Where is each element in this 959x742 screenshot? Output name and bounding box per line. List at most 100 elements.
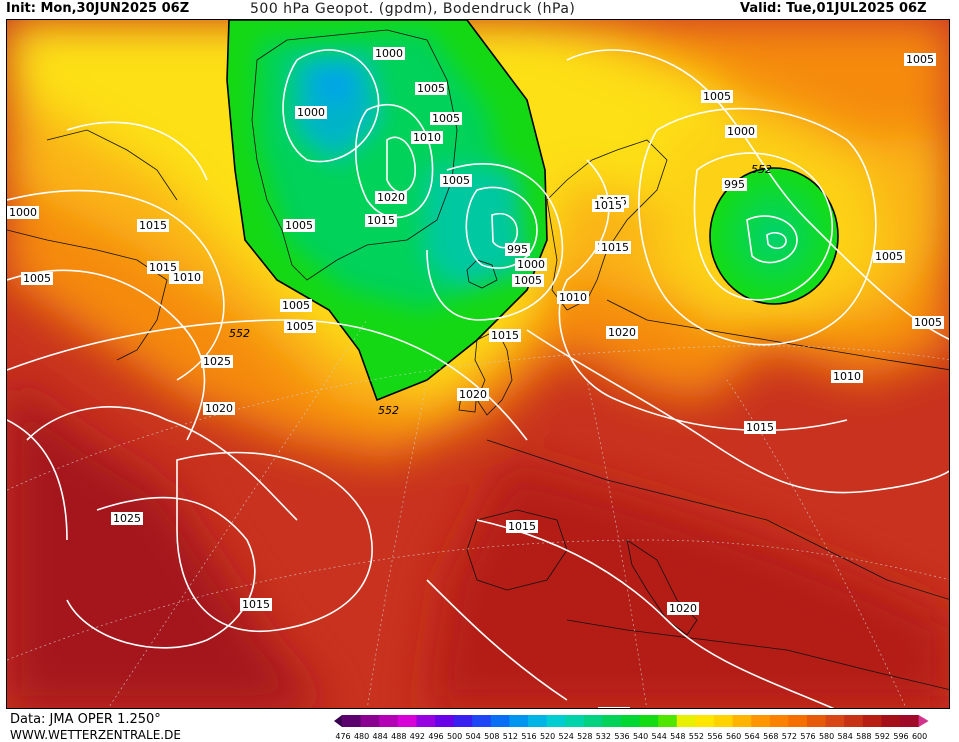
svg-text:1015: 1015 (139, 219, 167, 232)
legend-tick-label: 512 (503, 732, 518, 740)
legend-swatch (602, 715, 622, 727)
isobar-label: 1020 (375, 191, 407, 204)
svg-text:1015: 1015 (242, 598, 270, 611)
svg-text:1015: 1015 (491, 329, 519, 342)
svg-text:1015: 1015 (601, 241, 629, 254)
svg-text:1015: 1015 (594, 199, 622, 212)
svg-text:1005: 1005 (417, 82, 445, 95)
legend-tick-label: 536 (614, 732, 629, 740)
isobar-label: 1015 (240, 598, 272, 611)
svg-text:1000: 1000 (517, 258, 545, 271)
isobar-label: 1000 (7, 206, 39, 219)
svg-text:1005: 1005 (514, 274, 542, 287)
svg-text:1000: 1000 (375, 47, 403, 60)
legend-swatch (676, 715, 696, 727)
legend-tick-label: 596 (893, 732, 908, 740)
isobar-label: 1010 (831, 370, 863, 383)
legend-tick-label: 568 (763, 732, 778, 740)
init-time-label: Init: Mon,30JUN2025 06Z (6, 1, 190, 16)
isobar-label: 1005 (912, 316, 944, 329)
legend-arrow-left (334, 715, 342, 727)
svg-text:552: 552 (751, 163, 772, 176)
legend-tick-labels: 476 480 484 488 492 496 500 504 508 512 516 520 524 5… (335, 732, 927, 740)
legend-tick-label: 580 (819, 732, 834, 740)
isobar-label: 1020 (606, 326, 638, 339)
isobar-label: 1025 (111, 512, 143, 525)
isobar-label: 1005 (701, 90, 733, 103)
isobar-label: 1015 (365, 214, 397, 227)
legend-tick-label: 588 (856, 732, 871, 740)
legend-tick-label: 552 (689, 732, 704, 740)
svg-text:1000: 1000 (9, 206, 37, 219)
isobar-label: 1015 (147, 261, 179, 274)
legend-swatch (825, 715, 845, 727)
valid-time-label: Valid: Tue,01JUL2025 06Z (740, 1, 927, 16)
svg-text:1015: 1015 (149, 261, 177, 274)
legend-tick-label: 528 (577, 732, 592, 740)
svg-text:1020: 1020 (377, 191, 405, 204)
svg-text:995: 995 (507, 243, 528, 256)
isobar-label: 1015 (506, 520, 538, 533)
legend-swatch (844, 715, 864, 727)
legend-tick-label: 548 (670, 732, 685, 740)
legend-tick-label: 484 (373, 732, 388, 740)
isobar-label: 995 (505, 243, 530, 256)
legend-swatch (583, 715, 603, 727)
legend-swatch (695, 715, 715, 727)
svg-text:1005: 1005 (285, 219, 313, 232)
legend-tick-label: 600 (912, 732, 927, 740)
svg-text:1020: 1020 (459, 388, 487, 401)
legend-swatch (769, 715, 789, 727)
isobar-label: 1020 (203, 402, 235, 415)
legend-tick-label: 564 (745, 732, 760, 740)
legend-swatch (453, 715, 473, 727)
isobar-label: 1015 (592, 199, 624, 212)
svg-text:1015: 1015 (367, 214, 395, 227)
legend-tick-label: 488 (391, 732, 406, 740)
weather-map: 1000 1005 1000 1005 1010 1005 1020 1015 1005 995 1… (6, 19, 950, 709)
svg-text:1010: 1010 (413, 131, 441, 144)
svg-text:1010: 1010 (173, 271, 201, 284)
legend-tick-label: 496 (428, 732, 443, 740)
legend-tick-label: 520 (540, 732, 555, 740)
svg-text:552: 552 (378, 404, 399, 417)
legend-swatch (397, 715, 417, 727)
svg-text:1000: 1000 (727, 125, 755, 138)
legend-tick-label: 480 (354, 732, 369, 740)
svg-text:1010: 1010 (600, 707, 628, 709)
isobar-label: 1005 (21, 272, 53, 285)
legend-swatch (472, 715, 492, 727)
legend-tick-label: 540 (633, 732, 648, 740)
legend-swatch (528, 715, 548, 727)
legend-swatch (788, 715, 808, 727)
legend-swatch (379, 715, 399, 727)
isobar-label: 1005 (283, 219, 315, 232)
svg-text:1010: 1010 (833, 370, 861, 383)
legend-swatch (490, 715, 510, 727)
legend-swatch (435, 715, 455, 727)
data-source-label: Data: JMA OPER 1.250° (10, 712, 161, 727)
legend-tick-label: 476 (335, 732, 350, 740)
isobar-label: 1005 (284, 320, 316, 333)
svg-text:1000: 1000 (297, 106, 325, 119)
legend-tick-label: 504 (466, 732, 481, 740)
isobar-label: 1005 (280, 299, 312, 312)
map-svg: 1000 1005 1000 1005 1010 1005 1020 1015 1005 995 1… (7, 20, 949, 709)
svg-text:1020: 1020 (669, 602, 697, 615)
legend-swatch (807, 715, 827, 727)
isobar-label: 1005 (512, 274, 544, 287)
svg-text:1005: 1005 (432, 112, 460, 125)
svg-text:1010: 1010 (559, 291, 587, 304)
svg-text:1015: 1015 (508, 520, 536, 533)
legend-swatch (360, 715, 380, 727)
map-title: 500 hPa Geopot. (gpdm), Bodendruck (hPa) (250, 1, 576, 17)
legend-swatch (900, 715, 920, 727)
isobar-label: 1005 (415, 82, 447, 95)
legend-tick-label: 560 (726, 732, 741, 740)
website-label: WWW.WETTERZENTRALE.DE (10, 728, 181, 742)
contour-552-east (709, 167, 839, 305)
svg-text:1020: 1020 (205, 402, 233, 415)
svg-text:1005: 1005 (286, 320, 314, 333)
isobar-label: 1000 (373, 47, 405, 60)
isobar-label: 1010 (411, 131, 443, 144)
